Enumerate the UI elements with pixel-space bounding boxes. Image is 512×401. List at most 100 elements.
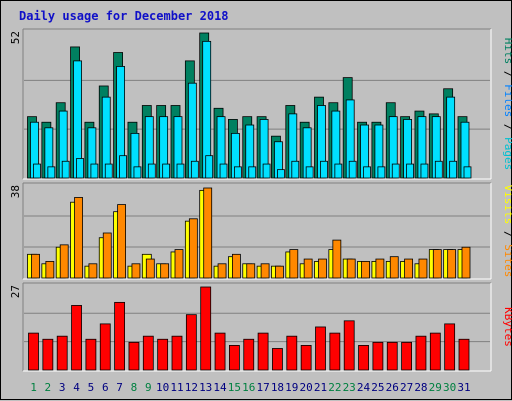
pages-bar-2 [47,166,56,179]
sites-bar-14 [217,263,227,279]
kbytes-bar-24 [358,345,369,371]
panel-1-legend-separator: / [502,117,512,137]
x-tick-label-15: 15 [228,381,241,394]
panel-1-ymax-label: 52 [9,31,22,44]
panel-3-ymax-label: 27 [9,285,22,298]
pages-bar-23 [348,160,357,179]
pages-bar-14 [219,163,228,179]
pages-bar-19 [291,160,300,179]
kbytes-bar-28 [415,335,427,371]
kbytes-bar-30 [444,323,456,371]
x-tick-label-26: 26 [386,381,399,394]
pages-bar-11 [176,163,185,179]
sites-bar-24 [361,261,370,279]
kbytes-bar-11 [171,335,183,371]
sites-bar-10 [160,263,170,279]
x-tick-label-4: 4 [73,381,80,394]
x-tick-label-7: 7 [116,381,123,394]
kbytes-bar-27 [401,341,413,371]
sites-bar-28 [418,258,428,279]
kbytes-bar-26 [386,341,398,371]
kbytes-bar-2 [42,338,54,371]
sites-bar-25 [375,258,385,279]
kbytes-bar-16 [243,338,255,371]
x-tick-label-25: 25 [371,381,384,394]
sites-bar-29 [432,249,442,279]
x-tick-label-23: 23 [343,381,356,394]
x-tick-label-21: 21 [314,381,327,394]
kbytes-bar-9 [142,335,154,371]
pages-bar-24 [363,166,371,179]
pages-bar-8 [133,166,142,179]
x-tick-label-6: 6 [102,381,109,394]
pages-bar-22 [334,163,343,179]
sites-bar-1 [31,253,40,279]
x-tick-label-11: 11 [170,381,183,394]
kbytes-bar-20 [300,345,312,371]
legend-visits: Visits [502,185,512,225]
pages-bar-25 [377,166,386,179]
pages-bar-30 [449,160,458,179]
pages-bar-21 [320,160,328,179]
x-tick-label-1: 1 [30,381,37,394]
x-tick-label-16: 16 [242,381,255,394]
sites-bar-7 [117,204,126,279]
kbytes-bar-8 [128,341,140,371]
pages-bar-5 [90,163,99,179]
pages-bar-27 [406,163,415,179]
sites-bar-4 [74,197,83,279]
sites-bar-11 [174,249,184,279]
sites-bar-20 [303,258,313,279]
pages-bar-1 [33,163,41,179]
x-tick-label-22: 22 [328,381,341,394]
sites-bar-17 [260,263,270,279]
kbytes-bar-3 [56,335,68,371]
sites-bar-6 [102,232,112,279]
chart-title: Daily usage for December 2018 [19,9,229,23]
sites-bar-2 [45,261,55,279]
sites-bar-31 [461,246,471,279]
kbytes-bar-7 [114,301,125,371]
panel-1-side-legend: Hits / Files / Pages [502,38,512,171]
pages-bar-31 [463,166,472,179]
sites-bar-18 [275,265,284,279]
pages-bar-20 [305,166,314,179]
panel-2-ymax-label: 38 [9,185,22,198]
legend-hits: Hits [502,38,512,65]
sites-bar-23 [346,258,356,279]
sites-bar-3 [59,244,69,279]
pages-bar-26 [391,163,400,179]
sites-bar-5 [88,263,98,279]
x-tick-label-5: 5 [88,381,95,394]
x-tick-label-13: 13 [199,381,212,394]
kbytes-bar-19 [286,335,298,371]
sites-bar-22 [332,239,342,279]
sites-bar-21 [318,258,327,279]
x-tick-label-3: 3 [59,381,66,394]
kbytes-bar-25 [372,341,384,371]
x-tick-label-18: 18 [271,381,284,394]
panel-2-legend-separator: / [502,224,512,244]
pages-bar-10 [162,163,171,179]
panel-3-side-legend: KBytes [502,307,512,347]
pages-bar-29 [434,160,443,179]
kbytes-bar-22 [329,332,341,371]
x-tick-label-31: 31 [457,381,470,394]
kbytes-bar-29 [429,332,441,371]
pages-bar-18 [277,169,285,179]
pages-bar-12 [190,160,199,179]
pages-bar-4 [76,158,84,179]
x-tick-label-14: 14 [213,381,227,394]
kbytes-bar-14 [214,332,226,371]
pages-bar-3 [61,160,70,179]
pages-bar-28 [420,163,429,179]
kbytes-bar-1 [28,332,39,371]
x-tick-label-29: 29 [429,381,442,394]
pages-bar-16 [248,166,257,179]
kbytes-bar-17 [257,332,269,371]
panel-1-legend-separator: / [502,64,512,84]
pages-bar-17 [262,163,271,179]
x-tick-label-10: 10 [156,381,169,394]
